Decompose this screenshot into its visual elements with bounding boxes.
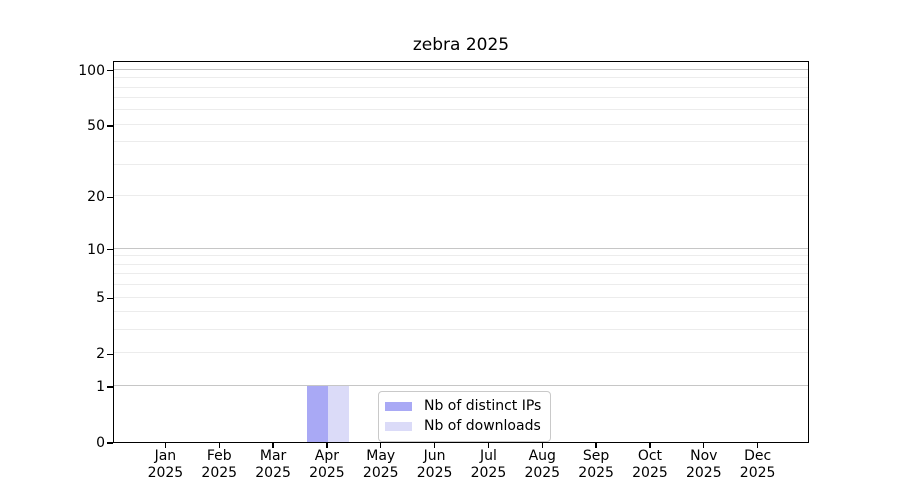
y-tick-label: 1	[96, 379, 105, 396]
x-tick-label: May 2025	[349, 448, 413, 481]
x-tick-mark	[703, 443, 705, 448]
gridline-minor	[114, 352, 808, 354]
y-tick-mark	[107, 248, 113, 251]
y-tick-label: 50	[87, 117, 105, 134]
x-tick-mark	[487, 443, 490, 448]
x-tick-mark	[433, 443, 436, 448]
gridline-minor	[114, 164, 808, 166]
y-tick-label: 10	[87, 241, 105, 258]
x-tick-mark	[756, 443, 759, 448]
x-tick-year: 2025	[739, 464, 776, 481]
y-tick-mark	[107, 442, 113, 444]
legend-swatch	[385, 401, 412, 412]
x-tick-mark	[326, 443, 328, 448]
x-tick-year: 2025	[416, 464, 453, 481]
gridline-minor	[114, 123, 808, 125]
x-tick-label: Nov 2025	[672, 448, 736, 481]
x-tick-month: Jul	[479, 448, 497, 464]
gridline-minor	[114, 255, 808, 257]
gridline-minor	[114, 311, 808, 313]
legend-label: Nb of downloads	[424, 418, 541, 434]
x-tick-label: Jan 2025	[133, 448, 197, 481]
gridline-minor	[114, 109, 808, 111]
x-tick-label: Apr 2025	[295, 448, 359, 481]
y-tick-label: 2	[96, 346, 105, 363]
y-tick-mark	[107, 70, 113, 72]
x-tick-mark	[595, 443, 597, 448]
x-tick-month: Sep	[582, 448, 610, 464]
x-tick-month: Aug	[528, 448, 556, 464]
y-tick-label: 5	[96, 290, 105, 307]
x-tick-label: Feb 2025	[187, 448, 251, 481]
x-tick-label: Jun 2025	[403, 448, 467, 481]
x-tick-year: 2025	[147, 464, 184, 481]
legend-swatch	[385, 421, 412, 432]
x-tick-year: 2025	[470, 464, 507, 481]
legend-label: Nb of distinct IPs	[424, 398, 542, 414]
y-tick-label: 0	[96, 435, 105, 451]
y-tick-mark	[107, 196, 113, 199]
gridline-minor	[114, 263, 808, 265]
x-tick-year: 2025	[632, 464, 668, 481]
x-tick-month: Apr	[314, 448, 340, 464]
x-tick-month: Nov	[690, 448, 718, 464]
y-tick-mark	[107, 297, 113, 300]
y-tick-mark	[107, 125, 113, 127]
x-tick-label: Dec 2025	[726, 448, 790, 481]
x-tick-label: Mar 2025	[241, 448, 305, 481]
x-tick-year: 2025	[362, 464, 399, 481]
bar-nb-of-distinct-ips	[307, 386, 328, 442]
y-tick-mark	[107, 386, 113, 388]
x-tick-label: Aug 2025	[510, 448, 574, 481]
x-tick-label: Sep 2025	[564, 448, 628, 481]
gridline-major	[114, 68, 808, 70]
gridline-minor	[114, 97, 808, 99]
chart-title: zebra 2025	[412, 35, 510, 55]
y-tick-mark	[107, 353, 113, 356]
legend: Nb of distinct IPs Nb of downloads	[378, 391, 552, 442]
gridline-minor	[114, 284, 808, 286]
gridline-minor	[114, 86, 808, 88]
x-tick-year: 2025	[524, 464, 561, 481]
x-tick-mark	[218, 443, 220, 448]
bar-nb-of-downloads	[327, 386, 349, 442]
x-tick-month: Mar	[259, 448, 287, 464]
x-tick-month: Oct	[637, 448, 663, 464]
x-tick-year: 2025	[309, 464, 345, 481]
x-tick-mark	[380, 443, 382, 448]
x-tick-month: May	[366, 448, 396, 464]
gridline-minor	[114, 141, 808, 143]
x-tick-month: Jun	[423, 448, 446, 464]
legend-item: Nb of distinct IPs	[385, 398, 541, 415]
x-tick-year: 2025	[578, 464, 614, 481]
x-tick-year: 2025	[201, 464, 238, 481]
gridline-minor	[114, 77, 808, 79]
x-tick-label: Oct 2025	[618, 448, 682, 481]
x-tick-month: Dec	[744, 448, 772, 464]
gridline-major	[114, 385, 808, 387]
legend-item: Nb of downloads	[385, 418, 541, 435]
x-tick-year: 2025	[255, 464, 291, 481]
gridline-minor	[114, 273, 808, 275]
x-tick-label: Jul 2025	[456, 448, 520, 481]
x-tick-year: 2025	[685, 464, 722, 481]
x-tick-month: Jan	[154, 448, 177, 464]
x-tick-mark	[649, 443, 651, 448]
gridline-minor	[114, 296, 808, 298]
gridline-major	[114, 247, 808, 249]
y-tick-label: 100	[78, 62, 105, 79]
gridline-minor	[114, 195, 808, 197]
x-tick-mark	[164, 443, 167, 448]
x-tick-month: Feb	[206, 448, 232, 464]
y-tick-label: 20	[87, 189, 105, 206]
x-tick-mark	[272, 443, 274, 448]
x-tick-mark	[541, 443, 543, 448]
plot-area	[113, 61, 809, 443]
gridline-minor	[114, 329, 808, 331]
